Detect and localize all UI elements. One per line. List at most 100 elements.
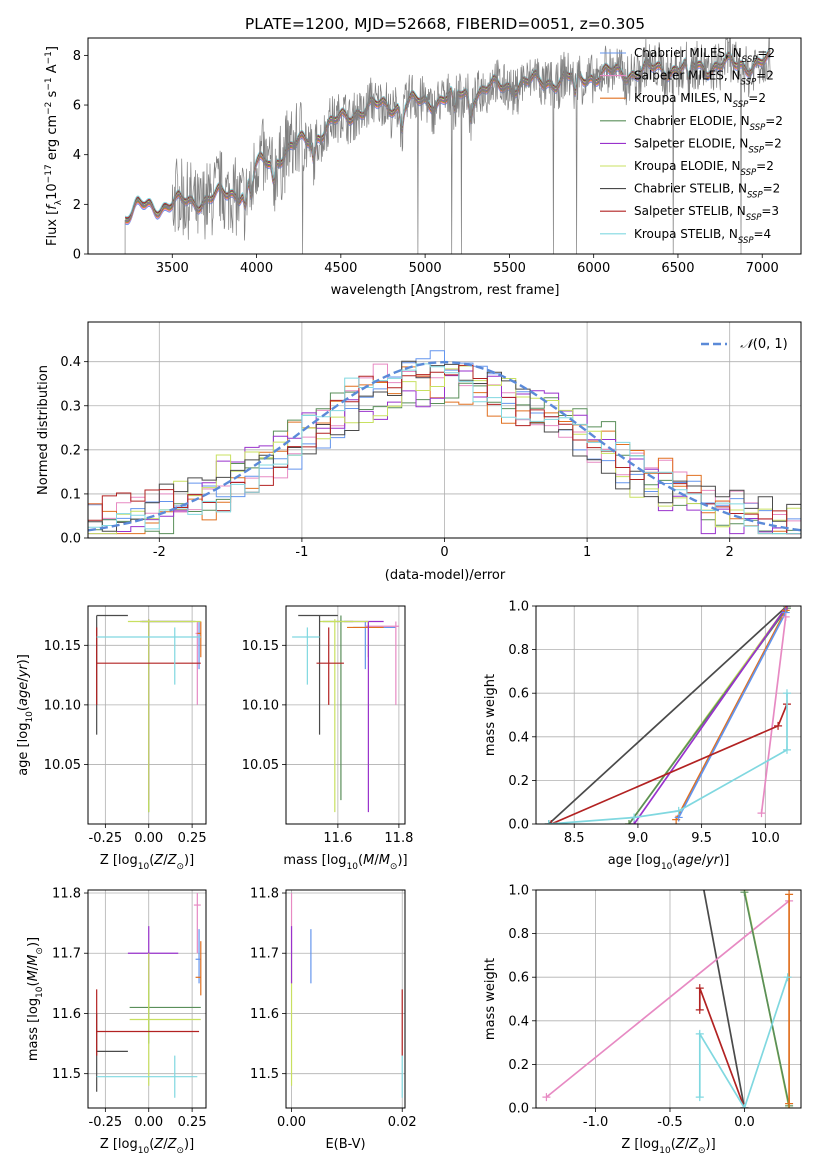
axes-frame: [87, 605, 207, 825]
y-tick-label: 11.6: [250, 1007, 279, 1022]
legend-tail: =2: [756, 69, 774, 83]
axes-frame: [535, 889, 802, 1109]
x-tick-label: -1: [295, 545, 308, 560]
x-axis-label: wavelength [Angstrom, rest frame]: [331, 283, 560, 298]
label-part: −1: [44, 77, 54, 90]
mass-weight-marker: [785, 1099, 794, 1108]
y-tick-label: 0.1: [60, 487, 81, 502]
legend-sub: SSP: [742, 55, 758, 65]
x-tick-label: 0.02: [388, 1115, 417, 1130]
y-tick-label: 0.0: [60, 532, 81, 547]
y-axis-label: Normed distribution: [36, 365, 51, 495]
mass-weight-line: [550, 703, 788, 824]
legend-label: Chabrier ELODIE, NSSP=2: [634, 114, 783, 133]
mass-weight-marker: [757, 809, 766, 818]
label-part: Z: [167, 1137, 178, 1152]
mass-weight-marker: [542, 1093, 551, 1102]
y-tick-label: 4: [73, 148, 81, 163]
x-tick-label: -0.5: [657, 1115, 682, 1130]
mass_vs_EBV-axes: 0.00 0.02 11.5 11.6 11.7 11.8 E(B-V): [250, 887, 417, 1152]
legend-tail: =4: [754, 227, 772, 241]
legend-text: Kroupa MILES, N: [634, 91, 733, 105]
label-part: 10: [347, 862, 359, 872]
plot-area: [96, 614, 202, 813]
legend-text: Chabrier ELODIE, N: [634, 114, 750, 128]
legend-sub: SSP: [746, 213, 762, 223]
y-tick-label: 0.2: [508, 774, 529, 789]
x-tick-label: 0.00: [134, 831, 163, 846]
legend-label: Kroupa ELODIE, NSSP=2: [634, 159, 774, 178]
label-part: /: [685, 1137, 690, 1152]
mass-weight-marker: [544, 820, 553, 824]
mass-weight-marker: [782, 745, 791, 754]
plot-area: [290, 893, 403, 1098]
label-part: Z [log: [621, 1137, 659, 1152]
legend-tail: =3: [761, 204, 779, 218]
mass-weight-marker: [782, 606, 791, 610]
legend-tail: =2: [748, 91, 766, 105]
x-tick-label: -2: [153, 545, 166, 560]
label-part: 10: [45, 183, 60, 200]
legend-label: 𝒩(0, 1): [740, 337, 787, 352]
y-tick-label: 11.6: [52, 1007, 81, 1022]
label-part: Z: [167, 853, 178, 868]
plot-area: [88, 350, 801, 535]
mass-weight-marker: [695, 984, 704, 993]
label-part: /: [163, 1137, 168, 1152]
label-part: Flux [: [45, 210, 60, 246]
mass-weight-marker: [782, 689, 791, 698]
y-axis-label: mass weight: [483, 674, 498, 756]
label-part: ]: [45, 46, 60, 51]
label-part: age: [16, 682, 31, 706]
residual-histogram-step: [88, 364, 801, 535]
mass-weight-marker: [695, 1093, 704, 1102]
label-part: (: [16, 706, 31, 711]
plot-area: [292, 614, 399, 813]
y-tick-label: 0.2: [60, 443, 81, 458]
label-part: ⊙: [390, 862, 398, 872]
y-tick-label: 0.3: [60, 399, 81, 414]
label-part: /: [16, 677, 31, 682]
label-part: (: [149, 1137, 154, 1152]
legend-label: Salpeter MILES, NSSP=2: [634, 69, 774, 88]
x-tick-label: 8.5: [564, 831, 585, 846]
observed-spectrum-line: [124, 38, 771, 254]
x-tick-label: -0.25: [89, 831, 123, 846]
label-part: )]: [184, 853, 194, 868]
mass-weight-line: [675, 610, 787, 820]
label-part: )]: [184, 1137, 194, 1152]
x-axis-label: (data-model)/error: [385, 568, 506, 583]
x-axis-label: mass [log10(M/M⊙)]: [283, 853, 407, 872]
x-tick-label: 9.5: [691, 831, 712, 846]
x-tick-label: 4500: [324, 261, 357, 276]
label-part: 10: [661, 862, 673, 872]
x-tick-label: 9.0: [628, 831, 649, 846]
legend-label: Kroupa MILES, NSSP=2: [634, 91, 766, 110]
y-tick-label: 11.5: [250, 1067, 279, 1082]
legend-sub: SSP: [747, 191, 763, 201]
y-tick-label: 11.7: [250, 947, 279, 962]
label-part: (: [672, 853, 677, 868]
y-tick-label: 0.0: [508, 1102, 529, 1117]
x-tick-label: 7000: [746, 261, 779, 276]
y-tick-label: 0.6: [508, 971, 529, 986]
y-tick-label: 0.8: [508, 643, 529, 658]
y-tick-label: 8: [73, 49, 81, 64]
x-tick-label: 6000: [577, 261, 610, 276]
x-tick-label: -0.25: [89, 1115, 123, 1130]
y-tick-label: 10.15: [44, 639, 81, 654]
label-part: Z [log: [100, 1137, 138, 1152]
label-part: M: [26, 955, 41, 966]
legend-label: Chabrier STELIB, NSSP=2: [634, 182, 780, 201]
y-tick-label: 0.8: [508, 927, 529, 942]
massweight_vs_Z-axes: -1.0 -0.5 0.00.00.20.40.60.81.0Z [log10(Z/…: [483, 884, 802, 1156]
y-tick-label: 6: [73, 99, 81, 114]
normal-reference-curve: [88, 360, 801, 532]
spectrum-axes: 3500 4000 4500 5000 5500 6000 6500 7000 0 2 4 6 8 wav…: [44, 37, 802, 298]
y-tick-label: 2: [73, 198, 81, 213]
x-tick-label: 0.25: [178, 1115, 207, 1130]
